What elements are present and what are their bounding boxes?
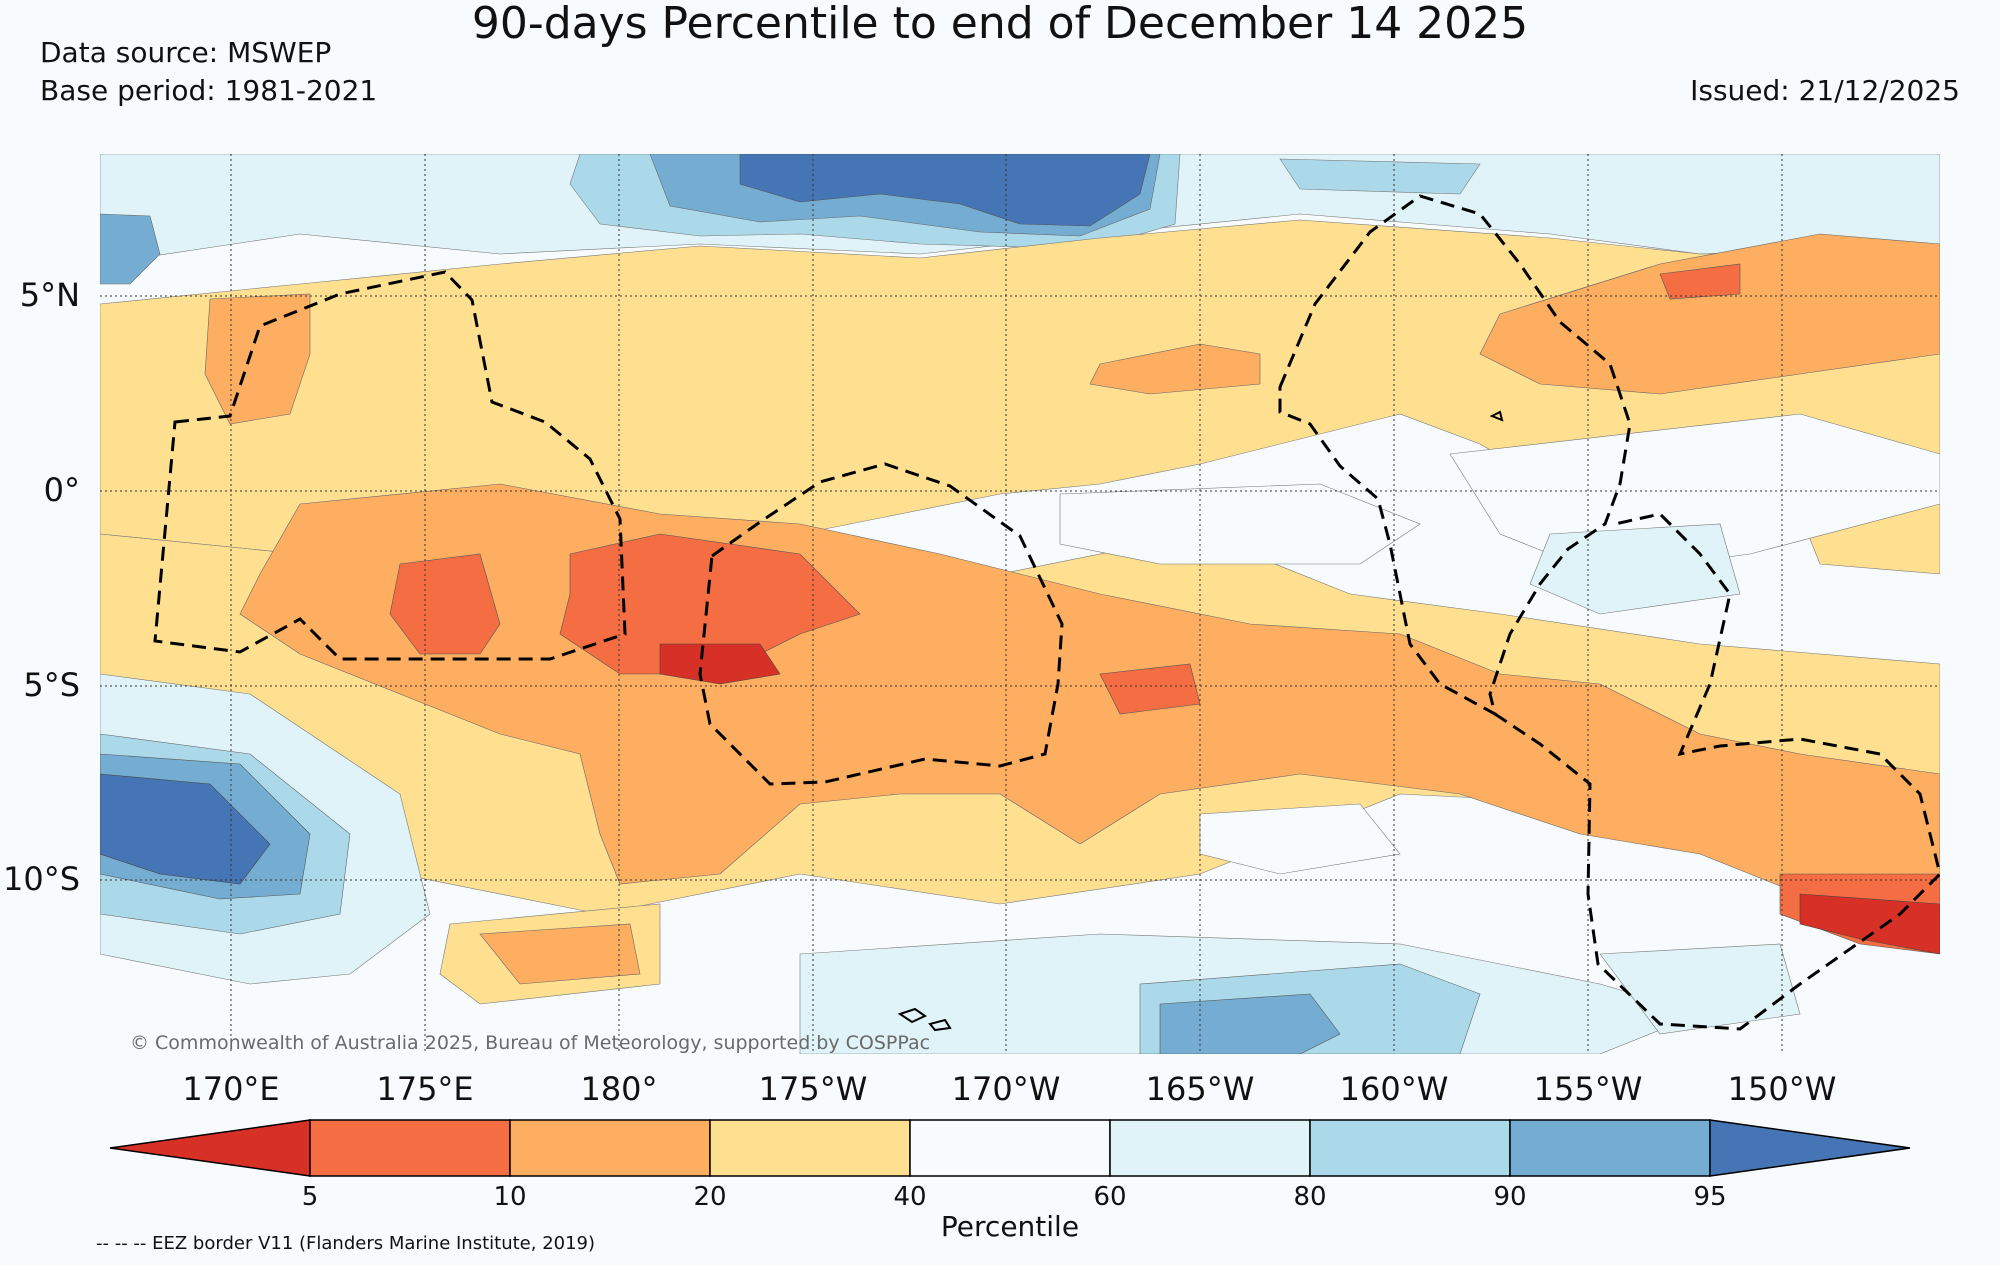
colorbar-segment-6 — [1309, 1119, 1511, 1177]
gridlines — [100, 154, 1940, 1054]
colorbar-tick: 80 — [1293, 1182, 1327, 1212]
sw-dark-blue-patch — [100, 773, 271, 885]
lon-label-175w: 175°W — [758, 1070, 868, 1108]
lon-label-175e: 175°E — [376, 1070, 474, 1108]
eez-phoenix — [698, 462, 1064, 786]
eez-line-islands-north — [1278, 194, 1632, 717]
lat-label-5s: 5°S — [23, 666, 80, 704]
colorbar-tick: 90 — [1493, 1182, 1527, 1212]
lon-label-180: 180° — [580, 1070, 658, 1108]
colorbar-segment-3 — [709, 1119, 911, 1177]
south-mid-blue-patch — [1159, 993, 1341, 1054]
lon-label-160w: 160°W — [1339, 1070, 1449, 1108]
lat-label-0: 0° — [43, 471, 80, 509]
north-dark-blue-patch — [739, 154, 1151, 227]
lon-label-170w: 170°W — [951, 1070, 1061, 1108]
island-outline — [1489, 410, 1504, 422]
lat-label-10s: 10°S — [2, 860, 80, 898]
colorbar-segment-8 — [1709, 1119, 1911, 1177]
colorbar-segment-4 — [909, 1119, 1111, 1177]
ne-orange-blob — [1479, 233, 1940, 395]
colorbar-tick: 10 — [493, 1182, 527, 1212]
sw-orange-patch — [479, 923, 641, 985]
se-pale-blue-patch — [1599, 943, 1801, 1035]
small-islands — [897, 410, 1504, 1032]
eez-legend-note: -- -- -- EEZ border V11 (Flanders Marine… — [96, 1233, 596, 1254]
colorbar — [109, 1119, 1911, 1177]
base-period-text: Base period: 1981-2021 — [40, 74, 378, 107]
lon-label-155w: 155°W — [1533, 1070, 1643, 1108]
ne-blue-patch — [1279, 158, 1481, 195]
eez-borders — [153, 194, 1940, 1031]
dateline-red-blob — [659, 643, 781, 685]
lon-label-150w: 150°W — [1727, 1070, 1837, 1108]
map-fill-layers — [100, 154, 1940, 1054]
copyright-text: © Commonwealth of Australia 2025, Bureau… — [130, 1032, 931, 1054]
colorbar-segment-2 — [509, 1119, 711, 1177]
colorbar-tick: 20 — [693, 1182, 727, 1212]
colorbar-tick: 95 — [1693, 1182, 1727, 1212]
eez-cook-islands-north — [1494, 512, 1940, 1031]
eez-kiribati-gilberts — [153, 270, 627, 661]
colorbar-label: Percentile — [940, 1210, 1080, 1243]
colorbar-segment-5 — [1109, 1119, 1311, 1177]
island-outline — [928, 1018, 952, 1032]
central-white-pocket — [1059, 483, 1421, 565]
central-orange-red-blob — [389, 553, 501, 655]
colorbar-tick: 40 — [893, 1182, 927, 1212]
colorbar-segment-0 — [109, 1119, 311, 1177]
lon-label-170e: 170°E — [182, 1070, 280, 1108]
colorbar-segment-1 — [309, 1119, 511, 1177]
lat-label-5n: 5°N — [19, 276, 80, 314]
lon-label-165w: 165°W — [1145, 1070, 1255, 1108]
map-title: 90-days Percentile to end of December 14… — [471, 0, 1529, 49]
island-outline — [897, 1007, 927, 1024]
east-pale-blue-pocket — [1529, 523, 1741, 615]
nw-orange-blob — [204, 293, 311, 425]
colorbar-tick: 5 — [301, 1182, 319, 1212]
mid-south-white-pocket — [1199, 803, 1401, 875]
issued-date-text: Issued: 21/12/2025 — [1690, 74, 1960, 107]
colorbar-tick: 60 — [1093, 1182, 1127, 1212]
percentile-map: © Commonwealth of Australia 2025, Bureau… — [100, 154, 1940, 1054]
ne-orange-red-blob — [1659, 263, 1741, 300]
nw-blue-patch — [100, 213, 161, 285]
colorbar-segment-7 — [1509, 1119, 1711, 1177]
data-source-text: Data source: MSWEP — [40, 36, 332, 69]
